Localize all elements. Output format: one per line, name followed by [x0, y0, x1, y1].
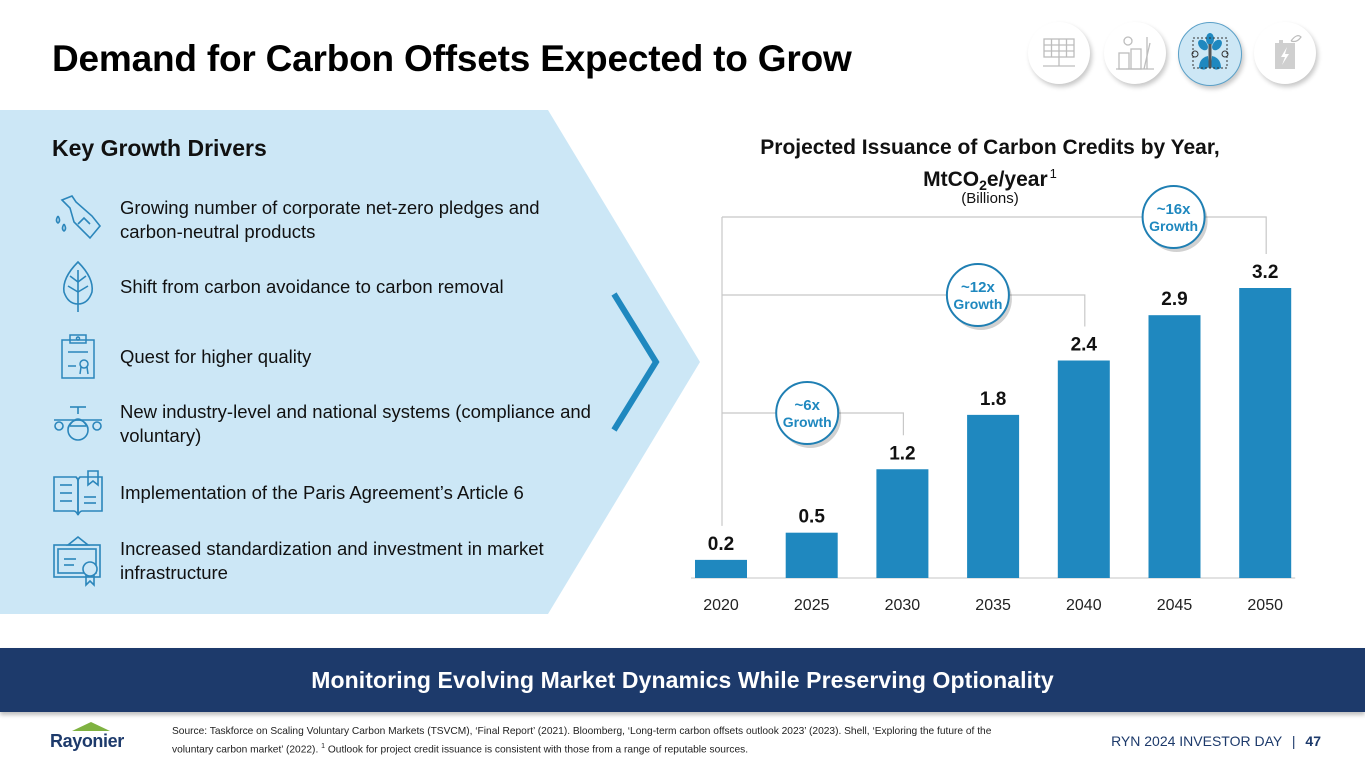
- footer-separator: |: [1291, 733, 1296, 749]
- data-label-2035: 1.8: [980, 389, 1006, 410]
- bar-2030: [876, 469, 929, 578]
- badge-growth-label: Growth: [1149, 218, 1198, 234]
- badge-circle: [1141, 185, 1206, 249]
- x-tick-2025: 2025: [794, 597, 830, 614]
- driver-item: Implementation of the Paris Agreement’s …: [50, 466, 600, 520]
- driver-text: Increased standardization and investment…: [120, 538, 544, 583]
- drivers-heading: Key Growth Drivers: [52, 135, 267, 161]
- chart-title-subscript: 2: [979, 177, 987, 193]
- page-number: 47: [1305, 733, 1321, 749]
- certificate-clipboard-icon: [50, 330, 106, 384]
- bottom-banner: Monitoring Evolving Market Dynamics Whil…: [0, 648, 1365, 712]
- chart-title-line1: Projected Issuance of Carbon Credits by …: [760, 136, 1220, 159]
- source-note: Source: Taskforce on Scaling Voluntary C…: [172, 724, 1032, 757]
- bar-2020: [695, 559, 747, 578]
- source-footnote-mark: 1: [321, 743, 326, 750]
- chart-title-footnote: 1: [1049, 166, 1057, 181]
- data-label-2030: 1.2: [889, 443, 915, 464]
- banner-text: Monitoring Evolving Market Dynamics Whil…: [311, 666, 1054, 693]
- badge-circle: [775, 381, 840, 445]
- bar-2035: [967, 414, 1020, 578]
- chart-title-unit: MtCO: [923, 168, 980, 191]
- data-label-2040: 2.4: [1071, 335, 1098, 356]
- battery-leaf-icon: [1254, 22, 1316, 84]
- badge-growth-label: Growth: [953, 296, 1002, 312]
- data-labels: 0.2 0.5 1.2 1.8 2.4 2.9 3.2: [708, 262, 1279, 555]
- badge-growth-label: Growth: [783, 414, 832, 430]
- source-text: Source: Taskforce on Scaling Voluntary C…: [172, 726, 992, 756]
- x-tick-2030: 2030: [885, 597, 921, 614]
- growth-brackets: [721, 216, 1267, 526]
- chart-subtitle: (Billions): [961, 190, 1019, 207]
- fuel-nozzle-icon: [50, 193, 106, 247]
- badge-multiple: ~6x: [794, 397, 820, 414]
- data-label-2020: 0.2: [708, 534, 734, 555]
- driver-item: Shift from carbon avoidance to carbon re…: [50, 260, 600, 314]
- data-label-2025: 0.5: [798, 507, 825, 528]
- data-label-2045: 2.9: [1161, 289, 1187, 310]
- open-book-icon: [50, 466, 106, 520]
- x-tick-2040: 2040: [1066, 597, 1102, 614]
- bars: [695, 288, 1292, 578]
- chevron-arrow-icon: [611, 292, 660, 432]
- footer-event: RYN 2024 INVESTOR DAY | 47: [1111, 733, 1321, 749]
- carbon-capture-tree-icon: [1178, 22, 1242, 86]
- x-tick-2050: 2050: [1247, 597, 1283, 614]
- badge-multiple: ~12x: [961, 279, 995, 296]
- driver-text: Growing number of corporate net-zero ple…: [120, 197, 540, 242]
- industrial-plant-icon: [1104, 22, 1166, 84]
- x-tick-2020: 2020: [703, 597, 739, 614]
- airplane-icon: [50, 397, 106, 451]
- driver-item: Quest for higher quality: [50, 330, 600, 384]
- driver-text: Shift from carbon avoidance to carbon re…: [120, 276, 504, 297]
- source-footnote-text: Outlook for project credit issuance is c…: [327, 744, 749, 756]
- bar-2050: [1239, 288, 1292, 578]
- badge-multiple: ~16x: [1157, 201, 1191, 218]
- rayonier-logo: Rayonier: [50, 722, 130, 752]
- growth-bracket-2040: [722, 294, 1086, 327]
- driver-text: New industry-level and national systems …: [120, 401, 591, 446]
- chart-title-line2: MtCO2e/year 1: [700, 161, 1280, 198]
- section-icons: [1024, 22, 1324, 90]
- bar-2040: [1057, 360, 1110, 578]
- growth-bracket-2050: [722, 216, 1267, 254]
- x-tick-2045: 2045: [1157, 597, 1193, 614]
- chart-title-unit-suffix: e/year: [986, 168, 1048, 191]
- driver-text: Implementation of the Paris Agreement’s …: [120, 482, 524, 503]
- event-name: RYN 2024 INVESTOR DAY: [1111, 733, 1282, 749]
- data-label-2050: 3.2: [1252, 262, 1278, 283]
- driver-item: Increased standardization and investment…: [50, 534, 600, 588]
- driver-item: Growing number of corporate net-zero ple…: [50, 193, 600, 247]
- x-tick-2035: 2035: [975, 597, 1011, 614]
- bar-2045: [1148, 315, 1201, 578]
- driver-text: Quest for higher quality: [120, 346, 312, 367]
- solar-panel-icon: [1028, 22, 1090, 84]
- badge-circle: [945, 263, 1010, 327]
- driver-item: New industry-level and national systems …: [50, 397, 600, 451]
- page-title: Demand for Carbon Offsets Expected to Gr…: [52, 38, 852, 79]
- drivers-panel-background: [0, 110, 700, 614]
- bar-2025: [785, 532, 838, 578]
- x-tick-labels: 2020 2025 2030 2035 2040 2045 2050: [703, 597, 1283, 614]
- logo-wordmark: Rayonier: [50, 731, 124, 751]
- framed-certificate-icon: [50, 534, 106, 588]
- logo-mountain-icon: [72, 722, 110, 731]
- chart-title: Projected Issuance of Carbon Credits by …: [700, 135, 1280, 198]
- leaf-icon: [50, 260, 106, 314]
